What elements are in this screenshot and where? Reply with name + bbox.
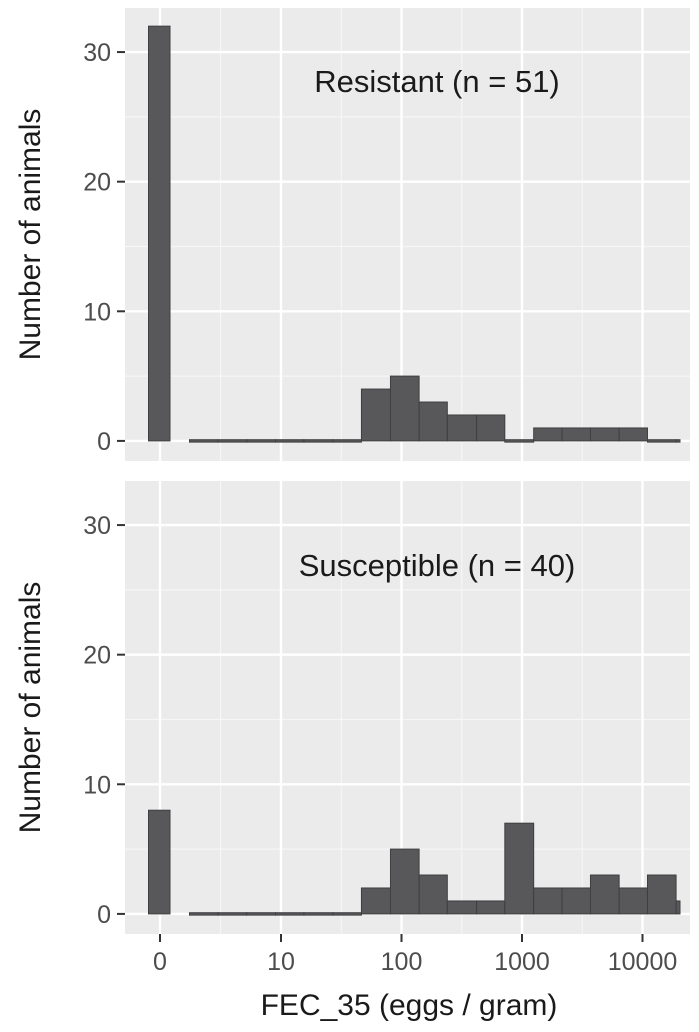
x-axis: 0 10 100 1000 10000	[153, 934, 677, 976]
histogram-bar	[274, 439, 305, 443]
histogram-bar	[188, 912, 219, 916]
x-axis-title: FEC_35 (eggs / gram)	[261, 989, 558, 1022]
x-tick-label: 1000	[494, 948, 550, 976]
histogram-bar	[389, 375, 420, 442]
histogram-bar	[303, 912, 334, 916]
histogram-bar	[561, 887, 591, 915]
facet-panel-1: 0 10 20 30 Resistant (n = 51) Number of anima…	[14, 8, 690, 461]
histogram-bar	[148, 25, 171, 442]
y-tick-label: 0	[97, 901, 111, 929]
histogram-bar	[504, 822, 535, 915]
y-tick-label: 30	[83, 39, 111, 67]
histogram-bar	[618, 427, 648, 442]
histogram-bar	[418, 874, 448, 915]
histogram-bar	[589, 427, 620, 442]
histogram-bar	[188, 439, 219, 443]
histogram-bar	[303, 439, 334, 443]
facet-label: Susceptible (n = 40)	[299, 548, 576, 583]
y-tick-label: 20	[83, 642, 111, 670]
histogram-bar	[217, 439, 248, 443]
histogram-bar	[360, 887, 391, 915]
histogram-bar	[561, 427, 591, 442]
y-tick-label: 30	[83, 512, 111, 540]
facet-panel-2: 0 10 20 30 Susceptible (n = 40) Number of ani…	[14, 481, 690, 934]
histogram-bar	[389, 848, 420, 915]
histogram-bar	[274, 912, 305, 916]
x-tick-label: 100	[381, 948, 423, 976]
histogram-bar	[332, 912, 362, 916]
histogram-bar	[446, 414, 478, 442]
histogram-bar	[418, 401, 448, 442]
histogram-bar	[246, 439, 276, 443]
histogram-bar	[246, 912, 276, 916]
histogram-bar	[360, 388, 391, 442]
x-tick-label: 10000	[608, 948, 678, 976]
histogram-bar	[646, 439, 677, 443]
histogram-bar	[504, 439, 535, 443]
histogram-bar	[148, 809, 171, 915]
y-tick-label: 10	[83, 771, 111, 799]
y-axis-title: Number of animals	[14, 109, 47, 361]
histogram-bar	[589, 874, 620, 915]
facet-label: Resistant (n = 51)	[314, 64, 560, 99]
histogram-bar	[675, 900, 681, 915]
x-tick-label: 0	[153, 948, 167, 976]
y-tick-label: 20	[83, 169, 111, 197]
histogram-bar	[533, 427, 563, 442]
y-tick-label: 0	[97, 428, 111, 456]
histogram-bar	[332, 439, 362, 443]
histogram-bar	[646, 874, 677, 915]
histogram-bar	[533, 887, 563, 915]
histogram-bar	[446, 900, 478, 915]
histogram-bar	[618, 887, 648, 915]
y-tick-label: 10	[83, 298, 111, 326]
x-tick-label: 10	[267, 948, 295, 976]
y-axis-title: Number of animals	[14, 582, 47, 834]
histogram-bar	[217, 912, 248, 916]
histogram-bar	[476, 414, 506, 442]
histogram-bar	[675, 439, 681, 443]
histogram-bar	[476, 900, 506, 915]
